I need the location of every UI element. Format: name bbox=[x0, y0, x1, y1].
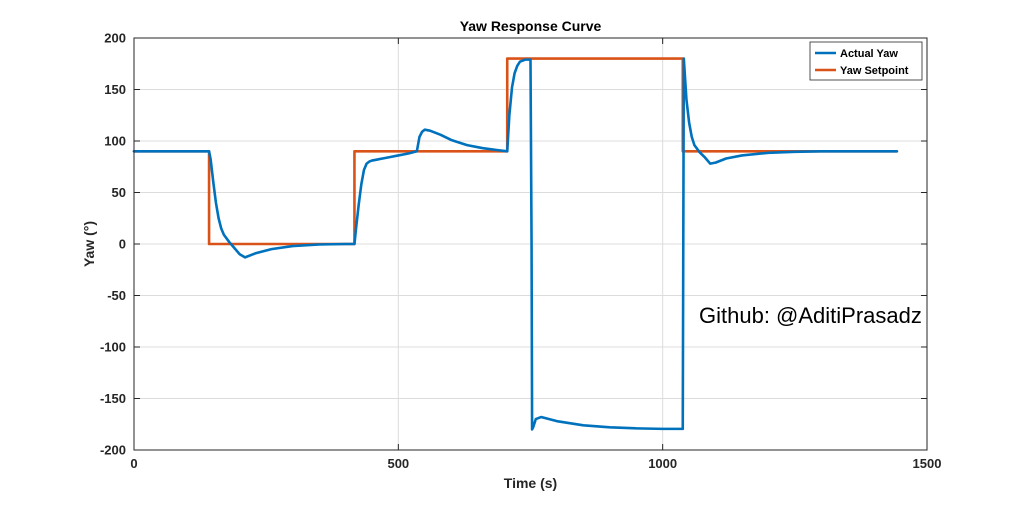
legend-label-yaw-setpoint: Yaw Setpoint bbox=[840, 65, 909, 77]
y-tick-label: -50 bbox=[107, 288, 126, 303]
chart-title: Yaw Response Curve bbox=[460, 18, 602, 34]
x-tick-label: 0 bbox=[130, 456, 137, 471]
legend-label-actual-yaw: Actual Yaw bbox=[840, 48, 898, 60]
y-tick-label: 150 bbox=[104, 82, 126, 97]
y-axis-label: Yaw (°) bbox=[81, 221, 97, 267]
x-tick-label: 1500 bbox=[913, 456, 942, 471]
series-layer bbox=[132, 57, 899, 431]
legend: Actual Yaw Yaw Setpoint bbox=[809, 41, 923, 81]
y-tick-label: -150 bbox=[100, 391, 126, 406]
github-watermark: Github: @AditiPrasadz bbox=[699, 303, 922, 328]
y-tick-label: 0 bbox=[119, 237, 126, 252]
y-tick-label: 200 bbox=[104, 31, 126, 46]
y-tick-label: -100 bbox=[100, 340, 126, 355]
legend-box bbox=[809, 41, 923, 81]
y-tick-label: 50 bbox=[112, 185, 126, 200]
y-tick-label: -200 bbox=[100, 443, 126, 458]
y-tick-label: 100 bbox=[104, 134, 126, 149]
x-tick-label: 500 bbox=[387, 456, 409, 471]
actual-yaw-line bbox=[132, 57, 899, 431]
x-tick-label: 1000 bbox=[648, 456, 677, 471]
x-axis-label: Time (s) bbox=[504, 475, 557, 491]
